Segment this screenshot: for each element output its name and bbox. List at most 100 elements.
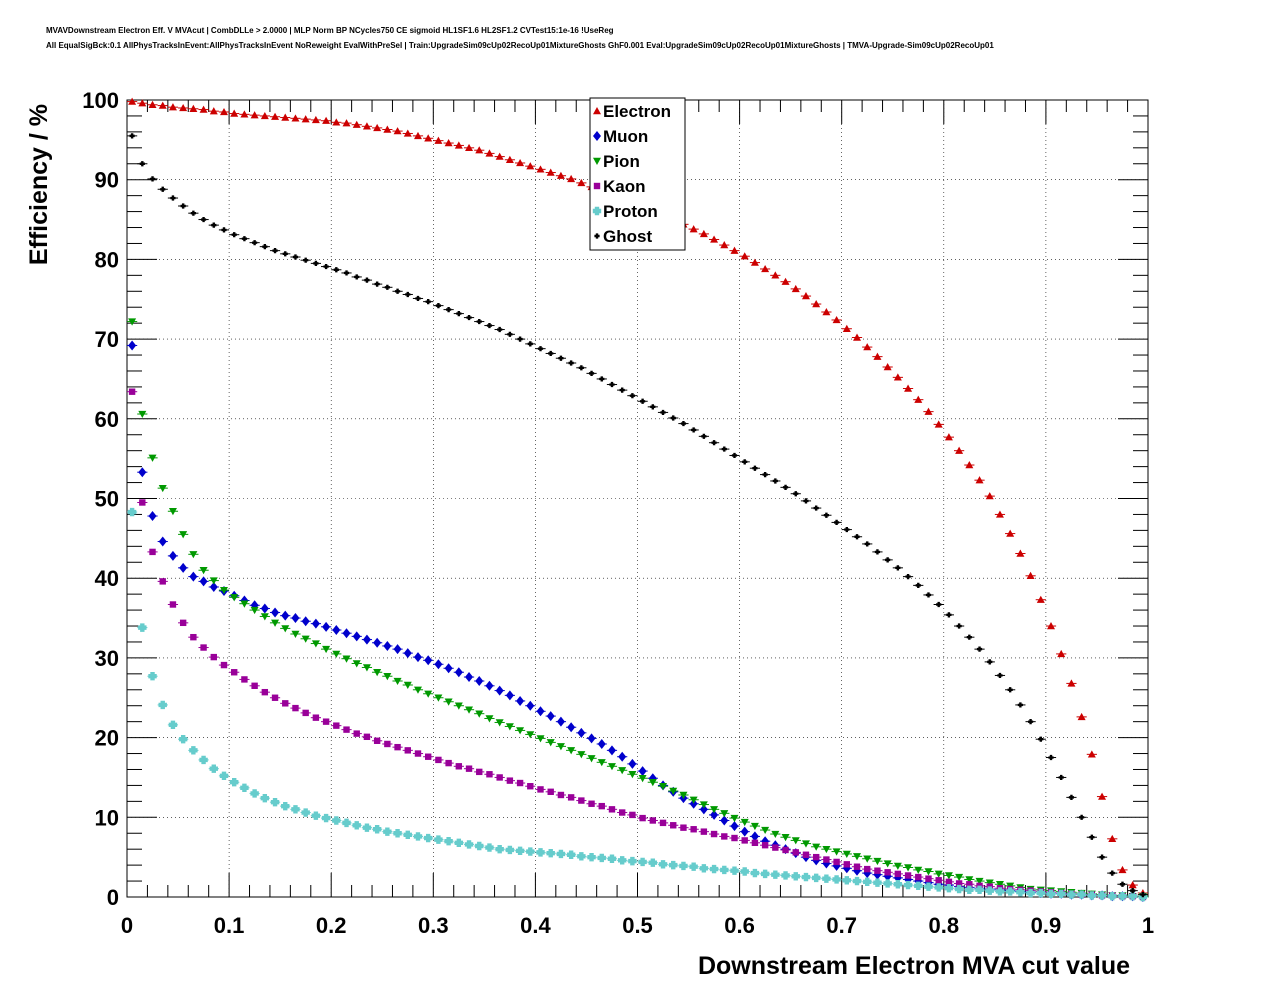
data-point xyxy=(924,882,933,891)
data-point xyxy=(219,586,228,595)
data-point xyxy=(599,376,605,382)
data-point xyxy=(629,393,635,399)
data-point xyxy=(965,876,974,884)
data-point xyxy=(936,601,942,608)
data-point xyxy=(148,454,157,462)
data-point xyxy=(699,801,708,809)
data-point xyxy=(312,714,320,721)
data-point xyxy=(139,499,146,506)
data-point xyxy=(271,619,280,627)
data-point xyxy=(250,606,259,615)
legend-label: Ghost xyxy=(603,227,652,246)
data-point xyxy=(454,838,464,848)
data-point xyxy=(128,97,137,105)
data-point xyxy=(556,716,565,727)
data-point xyxy=(505,723,514,731)
data-point xyxy=(393,127,402,135)
data-point xyxy=(587,852,596,862)
data-point xyxy=(413,686,422,694)
data-point xyxy=(230,778,239,787)
data-point xyxy=(750,822,759,831)
data-point xyxy=(1046,889,1056,899)
data-point xyxy=(424,690,433,698)
data-point xyxy=(475,146,484,154)
data-point xyxy=(659,819,667,827)
data-point xyxy=(1077,712,1086,721)
data-point xyxy=(403,681,412,689)
data-point xyxy=(302,709,309,717)
data-point xyxy=(863,877,872,887)
data-point xyxy=(189,746,198,755)
data-point xyxy=(782,484,789,490)
data-point xyxy=(1048,754,1054,761)
legend-item-pion: Pion xyxy=(593,152,640,171)
data-point xyxy=(669,787,678,795)
data-point xyxy=(1036,888,1045,898)
data-point xyxy=(179,619,187,627)
data-point xyxy=(547,788,554,795)
data-point xyxy=(384,740,391,748)
data-point xyxy=(750,258,759,266)
data-point xyxy=(781,834,790,842)
data-point xyxy=(628,856,637,866)
data-point xyxy=(904,864,913,872)
data-point xyxy=(322,621,331,632)
legend-item-proton: Proton xyxy=(592,202,658,221)
data-point xyxy=(537,786,544,793)
data-point xyxy=(710,806,719,814)
data-point xyxy=(721,833,728,840)
data-point xyxy=(638,775,647,783)
data-point xyxy=(618,767,627,775)
data-point xyxy=(333,722,340,729)
data-point xyxy=(517,336,523,342)
data-point xyxy=(260,793,270,803)
data-point xyxy=(750,831,759,842)
data-point xyxy=(629,811,636,819)
data-point xyxy=(832,315,841,324)
data-point xyxy=(566,850,576,859)
data-point xyxy=(650,404,656,410)
data-point xyxy=(516,727,525,735)
data-point xyxy=(536,706,545,717)
data-point xyxy=(689,796,698,804)
data-point xyxy=(352,631,361,642)
data-point xyxy=(720,810,729,818)
data-point xyxy=(179,103,188,112)
data-point xyxy=(995,887,1005,896)
data-point xyxy=(689,862,698,871)
y-tick-label: 30 xyxy=(95,646,119,671)
data-point xyxy=(883,879,892,888)
data-point xyxy=(1097,891,1107,900)
data-point xyxy=(444,837,453,846)
data-point xyxy=(505,845,515,855)
data-point xyxy=(1016,549,1025,557)
data-point xyxy=(597,759,606,767)
data-point xyxy=(127,507,137,517)
legend-label: Kaon xyxy=(603,177,646,196)
data-point xyxy=(1006,529,1015,537)
data-point xyxy=(364,277,370,283)
data-point xyxy=(905,574,911,580)
legend-item-electron: Electron xyxy=(593,102,671,121)
data-point xyxy=(568,360,574,366)
data-point xyxy=(159,578,166,585)
data-point xyxy=(241,236,248,242)
data-point xyxy=(332,625,341,636)
data-point xyxy=(548,350,554,357)
data-point xyxy=(464,840,474,849)
data-point xyxy=(476,318,482,325)
data-point xyxy=(1130,888,1136,894)
data-point xyxy=(617,856,627,865)
data-point xyxy=(546,739,555,747)
data-point xyxy=(883,860,892,868)
data-point xyxy=(281,113,290,121)
data-point xyxy=(843,861,851,868)
y-tick-label: 10 xyxy=(95,805,119,830)
x-tick-label: 0.2 xyxy=(316,913,347,938)
y-tick-label: 100 xyxy=(82,88,119,113)
data-point xyxy=(710,830,718,838)
data-point xyxy=(505,690,514,701)
data-point xyxy=(282,251,288,257)
data-point xyxy=(710,809,719,820)
data-point xyxy=(802,851,810,858)
